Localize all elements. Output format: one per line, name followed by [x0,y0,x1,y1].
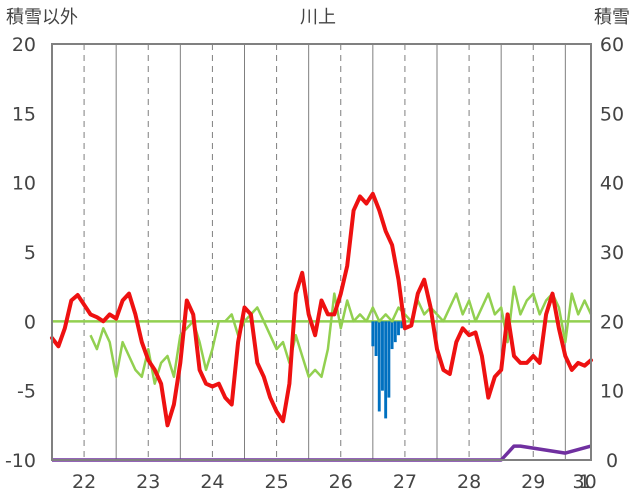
temperature-series-line [50,191,593,428]
right-axis-tick-label: 30 [600,242,624,264]
x-axis-tick-label: 26 [329,471,353,493]
right-axis-tick-label: 40 [600,173,624,195]
precipitation-bar [377,321,381,412]
precipitation-bar [387,321,391,398]
left-axis-tick-label: -5 [17,381,36,403]
precipitation-bar [393,321,397,343]
chart-title: 川上 [300,7,336,28]
precipitation-bar [374,321,378,356]
x-axis-tick-label: 29 [521,471,545,493]
left-axis-tick-label: 10 [12,173,36,195]
precipitation-bar [371,321,375,347]
x-axis-tick-label: 27 [393,471,417,493]
x-axis-tick-label: 24 [200,471,224,493]
x-axis-tick-label: 23 [136,471,160,493]
precipitation-bar [400,321,404,329]
left-axis-tick-label: 20 [12,34,36,56]
precipitation-bar [390,321,394,350]
wind-series-line [89,285,593,385]
left-axis-title: 積雪以外 [6,7,78,28]
precipitation-bar [384,321,388,419]
precipitation-bar [397,321,400,336]
right-axis-tick-label: 60 [600,34,624,56]
left-axis-tick-label: 0 [24,311,36,333]
left-axis-tick-label: 5 [24,242,36,264]
x-axis-tick-label: 22 [72,471,96,493]
snow-depth-series-line [52,444,592,462]
x-axis-tick-label: 1 [579,471,591,493]
left-axis-tick-label: 15 [12,103,36,125]
x-axis-tick-label: 28 [457,471,481,493]
right-axis-tick-label: 50 [600,103,624,125]
plot-area [50,191,593,462]
x-axis-tick-label: 25 [264,471,288,493]
precipitation-bar [381,321,384,391]
plot-frame [51,43,592,461]
right-axis-tick-label: 10 [600,381,624,403]
right-axis-tick-label: 20 [600,311,624,333]
right-axis-tick-label: 0 [606,450,618,472]
gridlines [83,44,566,460]
x-axis-tick-label: 30 [572,471,596,493]
left-axis-tick-label: -10 [5,450,36,472]
right-axis-title: 積雪 [594,7,630,28]
